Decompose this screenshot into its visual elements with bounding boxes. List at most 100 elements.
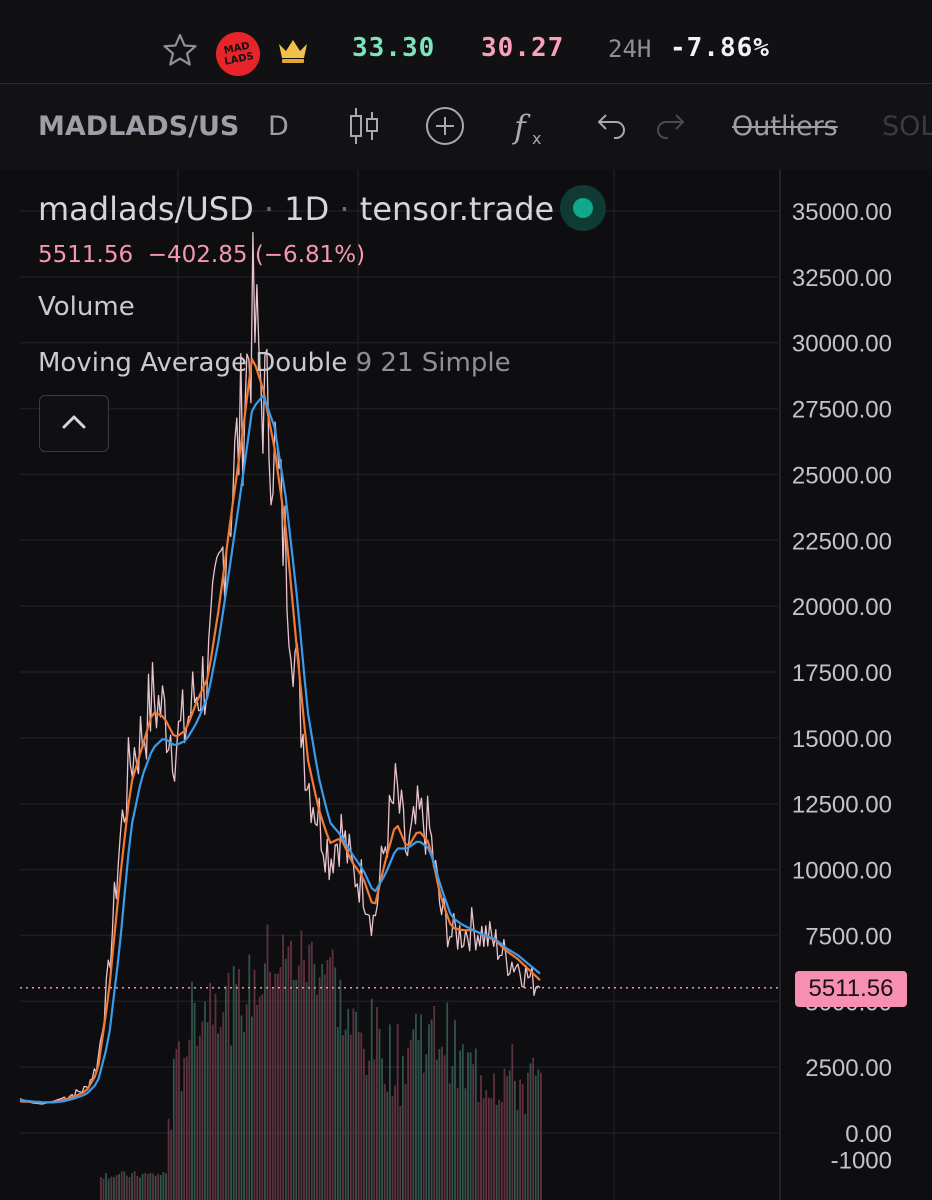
volume-bar <box>318 977 321 1200</box>
volume-bar <box>441 1046 443 1200</box>
price-chart[interactable]: 35000.00 32500.00 30000.00 27500.00 25000.00… <box>0 170 932 1200</box>
ma-params: 9 21 Simple <box>355 348 511 378</box>
volume-bar <box>417 1040 420 1200</box>
volume-bar <box>433 1006 436 1200</box>
volume-bar <box>274 973 277 1200</box>
volume-bar <box>271 988 274 1200</box>
volume-bar <box>511 1044 514 1200</box>
volume-bar <box>349 1034 352 1200</box>
volume-bar <box>329 957 331 1200</box>
volume-bar <box>446 1002 449 1200</box>
volume-bar <box>133 1171 136 1200</box>
volume-bar <box>217 1033 219 1200</box>
volume-bar <box>508 1070 511 1200</box>
candles-icon[interactable] <box>342 104 386 148</box>
volume-bar <box>100 1177 102 1200</box>
volume-bar <box>503 1068 506 1200</box>
ma-name: Moving Average Double <box>38 348 348 378</box>
y-tick-label: 10000.00 <box>792 858 892 885</box>
volume-bar <box>376 1007 378 1200</box>
volume-bar <box>425 1054 428 1200</box>
add-icon[interactable] <box>423 104 467 148</box>
last-price-tag: 5511.56 <box>795 971 907 1007</box>
volume-bar <box>381 1058 383 1200</box>
volume-bar <box>282 934 284 1200</box>
volume-bar <box>126 1175 128 1200</box>
volume-bar <box>527 1072 529 1200</box>
volume-bar <box>136 1176 139 1200</box>
volume-bar <box>183 1058 186 1200</box>
volume-bar <box>251 1016 253 1200</box>
volume-bar <box>514 1080 516 1200</box>
volume-bar <box>420 1014 422 1200</box>
volume-bar <box>256 1004 258 1200</box>
market-status-indicator[interactable] <box>560 185 606 231</box>
volume-bar <box>399 1105 402 1200</box>
volume-bar <box>191 981 193 1200</box>
high-price: 33.30 <box>352 33 436 63</box>
volume-bar <box>245 1004 248 1200</box>
volume-bar <box>107 1178 110 1200</box>
legend-last: 5511.56 <box>38 242 134 268</box>
volume-bar <box>469 1052 472 1200</box>
volume-bar <box>435 1059 438 1200</box>
volume-bar <box>487 1097 490 1200</box>
volume-bar <box>415 1013 417 1200</box>
series-line-ma-21 <box>19 394 541 1104</box>
y-tick-label: 15000.00 <box>792 726 892 753</box>
volume-bar <box>454 1019 456 1200</box>
volume-bar <box>360 1032 363 1200</box>
volume-bar <box>162 1172 165 1200</box>
volume-bar <box>422 1072 425 1200</box>
symbol-selector[interactable]: MADLADS/US <box>38 111 240 142</box>
y-tick-label: 32500.00 <box>792 265 892 292</box>
undo-icon[interactable] <box>588 104 632 148</box>
volume-bar <box>180 1091 183 1200</box>
volume-bar <box>409 1039 412 1200</box>
sol-toggle[interactable]: SOL <box>882 111 932 142</box>
indicators-icon[interactable]: f x <box>508 104 552 148</box>
volume-bar <box>443 1055 446 1200</box>
ma-indicator-label[interactable]: Moving Average Double 9 21 Simple <box>38 348 511 378</box>
volume-bar <box>212 1024 214 1200</box>
volume-bar <box>253 969 256 1200</box>
legend-sep-1: · <box>263 190 275 228</box>
volume-bar <box>235 983 238 1200</box>
volume-bar <box>355 1011 357 1200</box>
volume-indicator-label[interactable]: Volume <box>38 292 135 322</box>
volume-bar <box>500 1101 503 1200</box>
y-tick-label: 35000.00 <box>792 199 892 226</box>
volume-bar <box>258 996 261 1200</box>
legend-change-pct: (−6.81%) <box>254 242 366 268</box>
volume-bar <box>464 1088 467 1200</box>
volume-bar <box>532 1057 534 1200</box>
chart-grid <box>20 170 781 1200</box>
interval-selector[interactable]: D <box>268 111 289 142</box>
volume-bar <box>227 972 230 1200</box>
volume-bar <box>404 1083 407 1200</box>
volume-bar <box>389 1024 391 1200</box>
star-icon[interactable] <box>162 32 198 68</box>
redo-icon[interactable] <box>650 104 694 148</box>
volume-bar <box>344 1029 347 1200</box>
volume-bar <box>461 1044 464 1200</box>
volume-bar <box>537 1069 540 1200</box>
legend-source: tensor.trade <box>359 190 555 228</box>
volume-bar <box>128 1177 131 1200</box>
volume-bar <box>396 1024 399 1200</box>
outliers-toggle[interactable]: Outliers <box>732 111 838 142</box>
volume-bar <box>295 979 298 1200</box>
volume-bar <box>204 1001 206 1200</box>
volume-bar <box>264 963 266 1200</box>
y-tick-label: 17500.00 <box>792 660 892 687</box>
volume-bar <box>269 971 271 1200</box>
volume-bar <box>490 1098 493 1200</box>
collapse-legend-button[interactable] <box>39 395 109 452</box>
volume-bar <box>110 1176 113 1200</box>
volume-bar <box>370 998 373 1200</box>
svg-text:x: x <box>532 129 541 148</box>
volume-bar <box>146 1174 149 1200</box>
volume-bar <box>342 1035 344 1200</box>
y-tick-label: -1000 <box>831 1147 892 1174</box>
legend-change: −402.85 <box>147 242 248 268</box>
